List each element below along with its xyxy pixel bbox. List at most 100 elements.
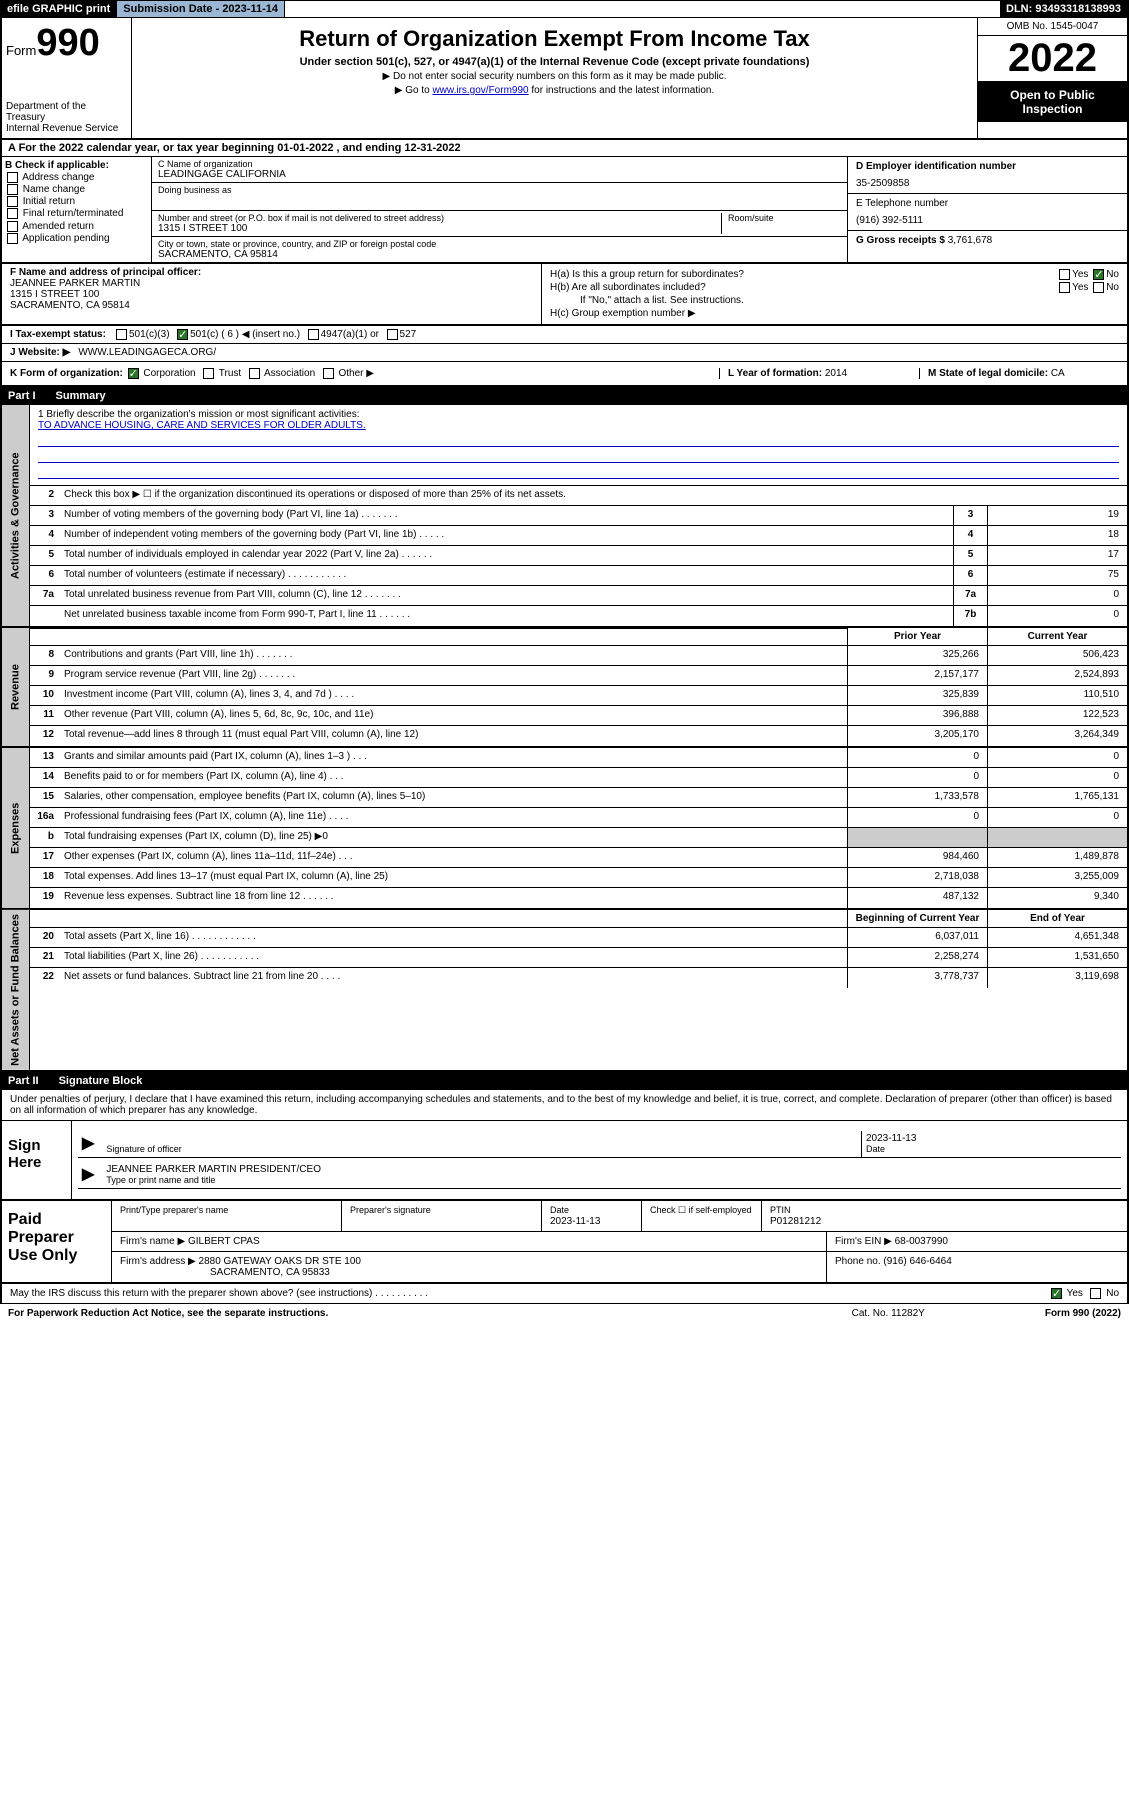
m-label: M State of legal domicile:: [928, 368, 1051, 379]
k-other-checkbox[interactable]: [323, 368, 334, 379]
form-header: Form990 Department of the Treasury Inter…: [0, 18, 1129, 140]
mission-text-link[interactable]: TO ADVANCE HOUSING, CARE AND SERVICES FO…: [38, 420, 366, 431]
part1-num: Part I: [8, 390, 36, 402]
k-label: K Form of organization:: [10, 368, 123, 379]
hdr-beg: Beginning of Current Year: [847, 910, 987, 927]
phone-label: Phone no.: [835, 1256, 881, 1267]
colb-option[interactable]: Amended return: [5, 221, 148, 232]
hdr-end: End of Year: [987, 910, 1127, 927]
firm-addr2: SACRAMENTO, CA 95833: [210, 1267, 330, 1278]
colb-option[interactable]: Final return/terminated: [5, 208, 148, 219]
summary-row: 15Salaries, other compensation, employee…: [30, 788, 1127, 808]
org-name: LEADINGAGE CALIFORNIA: [158, 169, 841, 180]
summary-row: 14Benefits paid to or for members (Part …: [30, 768, 1127, 788]
colb-option[interactable]: Application pending: [5, 233, 148, 244]
paid-preparer-label: Paid Preparer Use Only: [2, 1201, 112, 1282]
i-opt2: 501(c) ( 6 ) ◀ (insert no.): [190, 329, 300, 340]
k-trust-checkbox[interactable]: [203, 368, 214, 379]
i-527-checkbox[interactable]: [387, 329, 398, 340]
discuss-row: May the IRS discuss this return with the…: [0, 1284, 1129, 1304]
summary-row: 4Number of independent voting members of…: [30, 526, 1127, 546]
i-501c-checkbox[interactable]: [177, 329, 188, 340]
dept-treasury: Department of the Treasury Internal Reve…: [6, 101, 127, 134]
hb-label: H(b) Are all subordinates included?: [550, 282, 706, 293]
col-b-label: B Check if applicable:: [5, 160, 148, 171]
k-corp-checkbox[interactable]: [128, 368, 139, 379]
firm-label: Firm's name ▶: [120, 1236, 185, 1247]
hb-no-checkbox[interactable]: [1093, 282, 1104, 293]
summary-row: 19Revenue less expenses. Subtract line 1…: [30, 888, 1127, 908]
submission-date: Submission Date - 2023-11-14: [117, 1, 285, 17]
header-center: Return of Organization Exempt From Incom…: [132, 18, 977, 138]
summary-row: 8Contributions and grants (Part VIII, li…: [30, 646, 1127, 666]
k-opt1: Corporation: [143, 368, 195, 379]
colb-option[interactable]: Address change: [5, 172, 148, 183]
summary-row: 21Total liabilities (Part X, line 26) . …: [30, 948, 1127, 968]
summary-row: 22Net assets or fund balances. Subtract …: [30, 968, 1127, 988]
sign-date-label: Date: [866, 1144, 885, 1154]
instr-post: for instructions and the latest informat…: [529, 85, 715, 96]
top-bar: efile GRAPHIC print Submission Date - 20…: [0, 0, 1129, 18]
k-opt2: Trust: [219, 368, 241, 379]
city: SACRAMENTO, CA 95814: [158, 249, 841, 260]
summary-row: 9Program service revenue (Part VIII, lin…: [30, 666, 1127, 686]
website-value: WWW.LEADINGAGECA.ORG/: [78, 347, 216, 358]
hdr-current: Current Year: [987, 628, 1127, 645]
i-501c3-checkbox[interactable]: [116, 329, 127, 340]
col-c: C Name of organization LEADINGAGE CALIFO…: [152, 157, 847, 262]
ein-label: D Employer identification number: [856, 161, 1119, 172]
row-fh: F Name and address of principal officer:…: [0, 264, 1129, 326]
mission-q: 1 Briefly describe the organization's mi…: [38, 409, 1119, 420]
form-number-cell: Form990 Department of the Treasury Inter…: [2, 18, 132, 138]
part1-header: Part I Summary: [0, 387, 1129, 405]
prep-check: Check ☐ if self-employed: [642, 1201, 762, 1231]
part2-title: Signature Block: [59, 1075, 143, 1087]
i-4947-checkbox[interactable]: [308, 329, 319, 340]
row-a-tax-year: A For the 2022 calendar year, or tax yea…: [0, 140, 1129, 157]
tax-year: 2022: [978, 36, 1127, 82]
discuss-no-checkbox[interactable]: [1090, 1288, 1101, 1299]
efile-print-button[interactable]: efile GRAPHIC print: [1, 1, 117, 17]
k-opt4: Other ▶: [338, 368, 373, 379]
instr-pre: ▶ Go to: [395, 85, 433, 96]
hb-yes-checkbox[interactable]: [1059, 282, 1070, 293]
sign-here-label: Sign Here: [2, 1121, 72, 1199]
header-right: OMB No. 1545-0047 2022 Open to Public In…: [977, 18, 1127, 138]
principal-officer: F Name and address of principal officer:…: [2, 264, 542, 324]
irs-link[interactable]: www.irs.gov/Form990: [432, 85, 528, 96]
prep-h1: Print/Type preparer's name: [120, 1205, 228, 1215]
prep-date: 2023-11-13: [550, 1216, 600, 1227]
gross-receipts: 3,761,678: [948, 235, 993, 246]
penalty-declaration: Under penalties of perjury, I declare th…: [0, 1090, 1129, 1120]
name-label: C Name of organization: [158, 159, 841, 169]
officer-addr2: SACRAMENTO, CA 95814: [10, 300, 533, 311]
mission-block: 1 Briefly describe the organization's mi…: [30, 405, 1127, 486]
summary-row: Net unrelated business taxable income fr…: [30, 606, 1127, 626]
summary-row: 7aTotal unrelated business revenue from …: [30, 586, 1127, 606]
colb-option[interactable]: Name change: [5, 184, 148, 195]
ha-yes-checkbox[interactable]: [1059, 269, 1070, 280]
instr-goto: ▶ Go to www.irs.gov/Form990 for instruct…: [140, 85, 969, 96]
ha-label: H(a) Is this a group return for subordin…: [550, 269, 744, 280]
arrow-icon: ▶: [78, 1162, 98, 1188]
colb-option[interactable]: Initial return: [5, 196, 148, 207]
arrow-icon: ▶: [78, 1131, 98, 1157]
sig-officer-label: Signature of officer: [106, 1144, 181, 1154]
i-label: I Tax-exempt status:: [10, 329, 106, 340]
summary-row: 3Number of voting members of the governi…: [30, 506, 1127, 526]
officer-print-name: JEANNEE PARKER MARTIN PRESIDENT/CEO: [106, 1164, 321, 1175]
firm-phone: (916) 646-6464: [883, 1256, 951, 1267]
footer: For Paperwork Reduction Act Notice, see …: [0, 1304, 1129, 1323]
side-expenses: Expenses: [2, 748, 30, 908]
ha-no-checkbox[interactable]: [1093, 269, 1104, 280]
col-right: D Employer identification number 35-2509…: [847, 157, 1127, 262]
form-990-number: 990: [36, 22, 99, 64]
form-title: Return of Organization Exempt From Incom…: [140, 26, 969, 52]
summary-net: Net Assets or Fund Balances Beginning of…: [0, 910, 1129, 1072]
part2-header: Part II Signature Block: [0, 1072, 1129, 1090]
discuss-yes-checkbox[interactable]: [1051, 1288, 1062, 1299]
print-name-label: Type or print name and title: [106, 1175, 215, 1185]
k-assoc-checkbox[interactable]: [249, 368, 260, 379]
omb-number: OMB No. 1545-0047: [978, 18, 1127, 36]
firm-ein-label: Firm's EIN ▶: [835, 1236, 892, 1247]
